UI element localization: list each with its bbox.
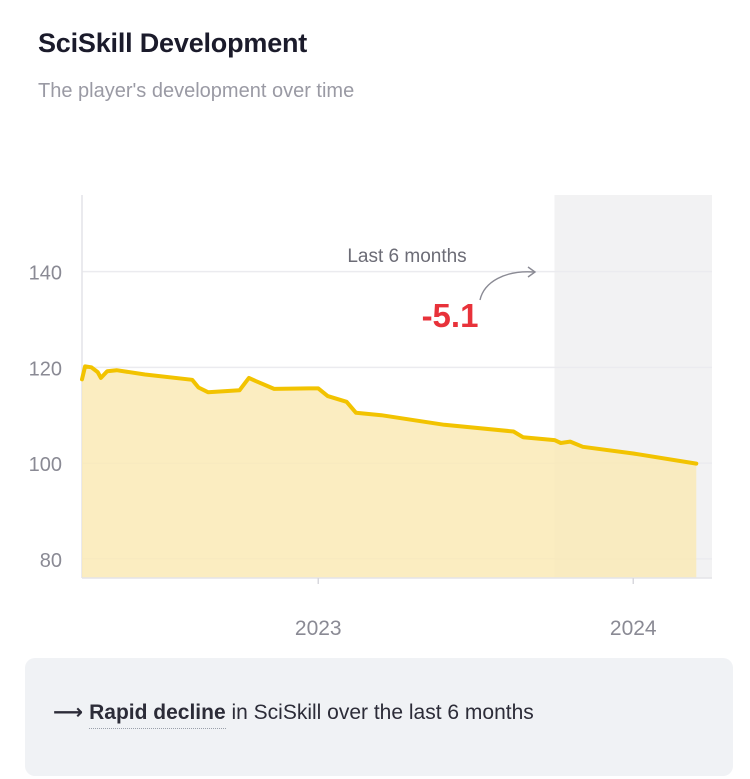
insight-highlight[interactable]: Rapid decline [89, 701, 226, 729]
x-tick-label: 2024 [610, 617, 657, 640]
development-chart: 80 100 120 140 2023 2024 Last 6 months -5.1 [29, 195, 712, 640]
x-tick-label: 2023 [295, 617, 342, 640]
arrow-right-icon: ⟶ [53, 701, 84, 724]
y-tick-label: 120 [29, 358, 62, 380]
chart-subtitle: The player's development over time [38, 80, 355, 102]
y-tick-label: 100 [29, 454, 62, 476]
series-area [82, 366, 697, 578]
chart-title: SciSkill Development [38, 28, 308, 58]
y-tick-label: 80 [40, 550, 62, 572]
series-line [80, 364, 699, 466]
arrow-head-icon [527, 266, 537, 278]
y-tick-label: 140 [29, 263, 62, 285]
annotation-value: -5.1 [422, 297, 479, 334]
annotation-curve [479, 271, 535, 301]
annotation-label: Last 6 months [347, 246, 466, 267]
insight-description: in SciSkill over the last 6 months [225, 701, 534, 724]
insight-text: ⟶ Rapid decline in SciSkill over the last… [53, 700, 534, 729]
insight-box: ⟶ Rapid decline in SciSkill over the last… [25, 658, 733, 776]
